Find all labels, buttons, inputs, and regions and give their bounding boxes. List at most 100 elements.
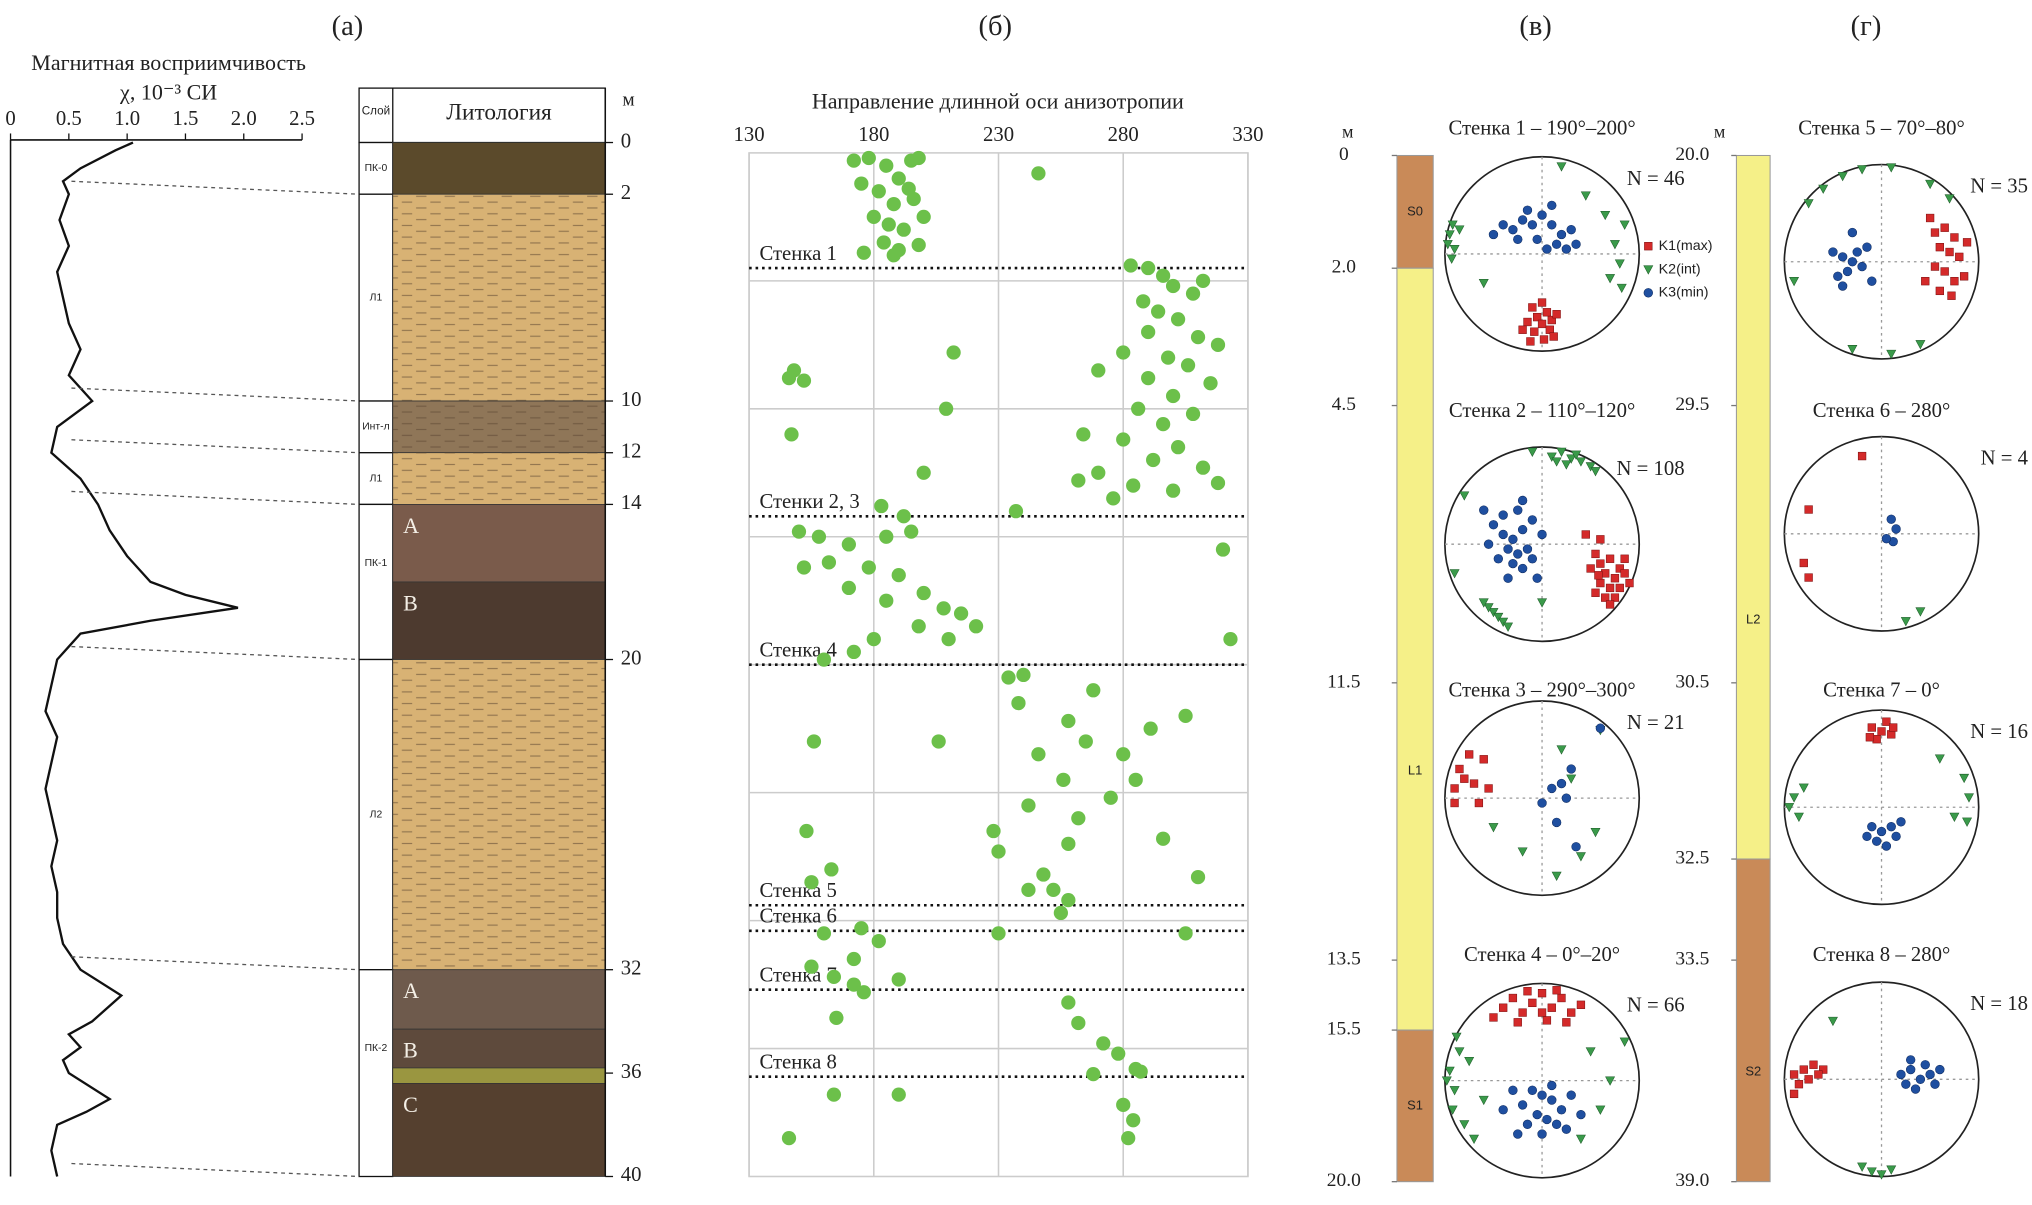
point (1190, 330, 1206, 345)
point (1950, 277, 1959, 286)
connector (71, 180, 360, 195)
point (1517, 495, 1528, 506)
unit-label: B (403, 1038, 418, 1063)
wall-label: Стенка 5 (759, 880, 836, 902)
point (896, 222, 911, 237)
point (1444, 1066, 1455, 1076)
point (1876, 826, 1887, 837)
point (1837, 281, 1848, 291)
point (1857, 451, 1867, 461)
point (1517, 524, 1528, 535)
point (1165, 483, 1181, 498)
point (1527, 220, 1538, 230)
point (856, 245, 871, 260)
point (1096, 1036, 1111, 1051)
net-title: Стенка 3 – 290°–300° (1448, 680, 1635, 702)
point (1551, 1119, 1562, 1130)
point (1447, 1105, 1458, 1115)
point (1891, 524, 1901, 534)
legend-label: K2(int) (1659, 261, 1701, 277)
point (1551, 817, 1562, 828)
point (1562, 1018, 1571, 1027)
unit-label: A (403, 978, 419, 1003)
point (1556, 447, 1567, 457)
point (1513, 1129, 1523, 1139)
point (1547, 1095, 1557, 1105)
layer-label: S2 (1745, 1063, 1761, 1078)
point (953, 606, 969, 621)
point (1857, 1162, 1868, 1172)
column-layer (1735, 858, 1771, 1183)
header-box (358, 87, 606, 144)
depth-tick-label: 32.5 (1675, 848, 1709, 869)
point (1827, 1016, 1838, 1027)
point (1566, 454, 1577, 464)
point (1503, 573, 1513, 583)
point (1532, 573, 1542, 583)
point (1605, 554, 1615, 563)
point (1605, 1076, 1616, 1086)
point (1828, 247, 1838, 257)
point (1180, 358, 1196, 373)
connector (71, 387, 360, 402)
point (1061, 713, 1076, 729)
point (1556, 1105, 1567, 1115)
layer-name: Л2 (370, 809, 383, 820)
point (1537, 210, 1547, 220)
layer-name-cell (358, 452, 394, 506)
point (1833, 271, 1843, 281)
net-title: Стенка 8 – 280° (1813, 944, 1950, 966)
point (1886, 821, 1896, 832)
point (1959, 272, 1969, 281)
point (879, 529, 894, 544)
point (968, 619, 984, 634)
point (1526, 337, 1535, 346)
point (1086, 683, 1101, 698)
point (891, 568, 906, 583)
chart-subtitle: χ, 10⁻³ СИ (119, 80, 217, 105)
point (1151, 304, 1166, 319)
point (1160, 350, 1176, 365)
point (1517, 1100, 1528, 1110)
point (1460, 774, 1469, 783)
point (1508, 224, 1518, 235)
susceptibility-curve (44, 141, 239, 1177)
point (796, 560, 812, 575)
depth-tick-label: 20.0 (1327, 1170, 1361, 1191)
point (1464, 1057, 1475, 1067)
point (1934, 754, 1945, 764)
point (1556, 229, 1567, 240)
point (1591, 588, 1600, 597)
point (1609, 240, 1620, 250)
point (1527, 554, 1538, 564)
point (1950, 233, 1959, 242)
point (1508, 534, 1518, 544)
point (1223, 631, 1238, 647)
point (1906, 1055, 1916, 1065)
header-layer: Слой (362, 105, 390, 118)
point (1116, 432, 1131, 447)
point (1882, 717, 1891, 726)
column-layer (1396, 1029, 1434, 1183)
point (1561, 460, 1572, 470)
point (1547, 783, 1557, 794)
point (1886, 163, 1897, 173)
point (1061, 892, 1076, 908)
legend-marker (1643, 288, 1653, 298)
point (1804, 505, 1813, 514)
point (1513, 1018, 1522, 1027)
point (1837, 252, 1848, 262)
point (1542, 308, 1552, 317)
point (891, 1087, 906, 1102)
point (1056, 772, 1071, 787)
point (1865, 733, 1875, 742)
point (1891, 831, 1901, 842)
point (1605, 583, 1615, 593)
point (1847, 345, 1858, 355)
point (1146, 452, 1161, 468)
point (1962, 238, 1972, 247)
point (986, 823, 1001, 839)
layer-name: Л1 (370, 292, 383, 303)
x-tick-label: 330 (1232, 124, 1263, 146)
depth-tick-label: 20 (621, 647, 642, 669)
